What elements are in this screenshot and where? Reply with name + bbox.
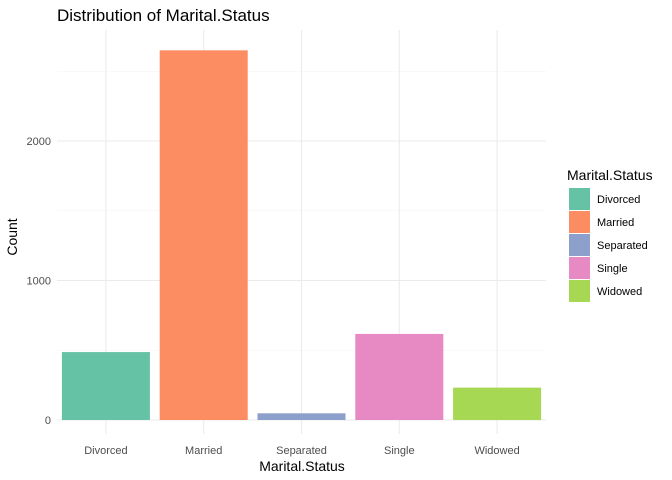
legend-key-widowed (569, 280, 590, 302)
chart-title: Distribution of Marital.Status (57, 6, 270, 25)
y-tick-label-2: 2000 (27, 136, 51, 148)
x-tick-label-married: Married (185, 445, 222, 457)
bar-widowed (453, 387, 542, 420)
legend: Marital.Status Divorced Married Separated S… (567, 167, 653, 302)
x-tick-label-single: Single (384, 445, 415, 457)
legend-key-single (569, 257, 590, 279)
bar-separated (257, 413, 346, 420)
x-axis-title: Marital.Status (259, 458, 345, 474)
legend-label-married: Married (597, 217, 634, 229)
x-tick-label-divorced: Divorced (84, 445, 127, 457)
x-tick-label-widowed: Widowed (474, 445, 519, 457)
y-axis-ticks: 0 1000 2000 (27, 136, 51, 427)
x-axis-ticks: Divorced Married Separated Single Widowed (84, 445, 520, 457)
bar-divorced (61, 352, 150, 420)
bar-single (355, 333, 444, 420)
legend-key-married (569, 211, 590, 233)
legend-label-single: Single (597, 263, 628, 275)
bars (61, 50, 542, 420)
x-tick-label-separated: Separated (276, 445, 327, 457)
legend-label-widowed: Widowed (597, 286, 642, 298)
legend-key-separated (569, 234, 590, 256)
legend-label-divorced: Divorced (597, 194, 640, 206)
legend-label-separated: Separated (597, 240, 648, 252)
y-tick-label-0: 0 (45, 415, 51, 427)
y-axis-title: Count (4, 218, 20, 255)
bar-married (159, 50, 248, 420)
legend-title: Marital.Status (567, 167, 653, 183)
legend-key-divorced (569, 188, 590, 210)
y-tick-label-1: 1000 (27, 276, 51, 288)
